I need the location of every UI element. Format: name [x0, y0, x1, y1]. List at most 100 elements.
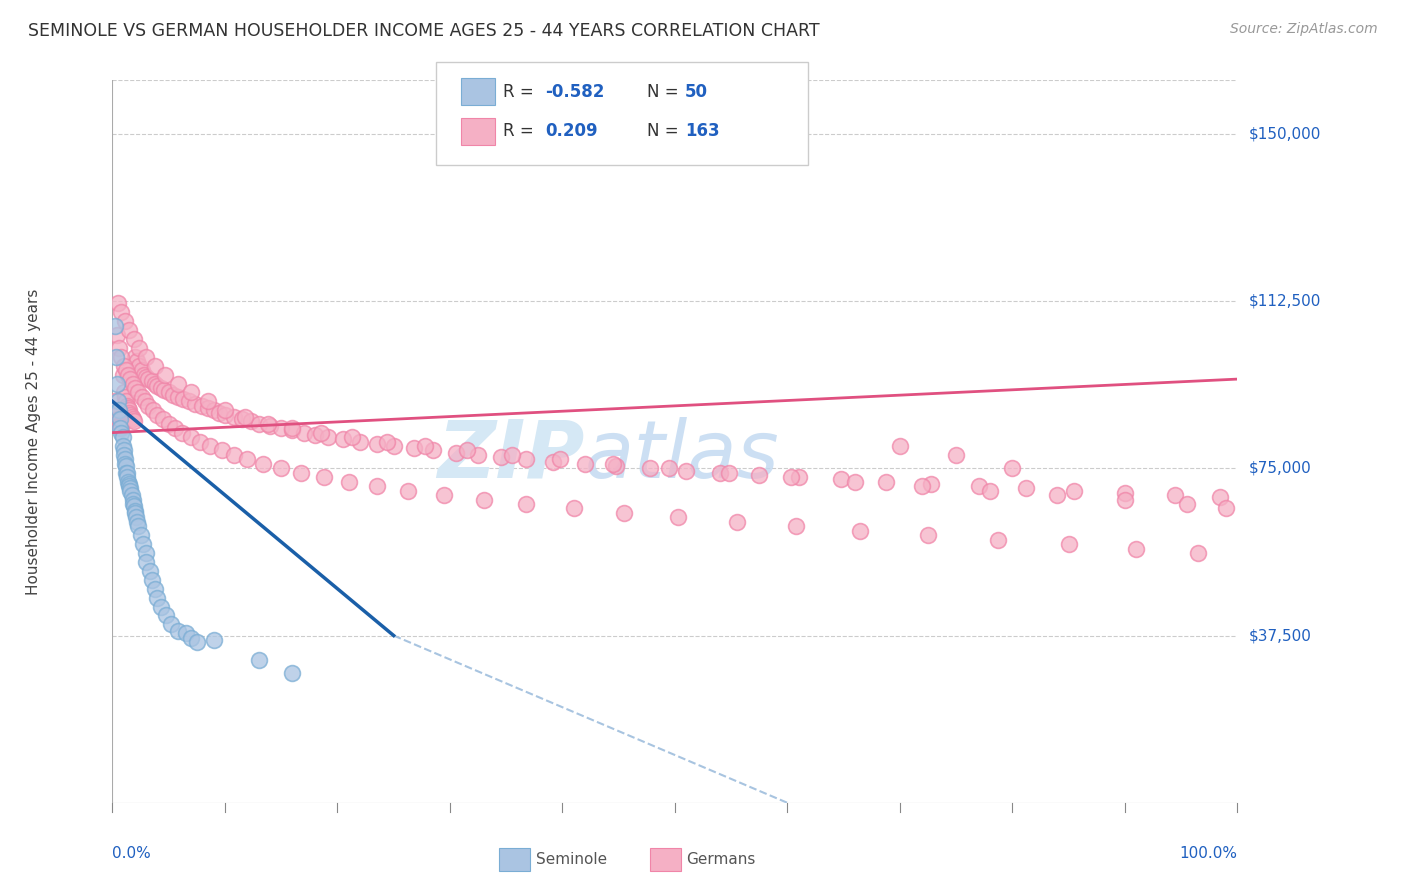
Point [239, 414, 262, 428]
Point [202, 633, 225, 648]
Point [124, 503, 146, 517]
Point [114, 452, 136, 467]
Point [602, 457, 624, 471]
Point [118, 405, 141, 419]
Point [135, 555, 157, 569]
Point [967, 479, 990, 493]
Point [120, 483, 142, 498]
Text: $112,500: $112,500 [1249, 293, 1320, 309]
Point [124, 506, 146, 520]
Point [917, 528, 939, 542]
Point [128, 359, 150, 373]
Point [191, 399, 214, 413]
Point [366, 479, 388, 493]
Point [208, 405, 231, 419]
Point [259, 418, 281, 433]
Point [110, 421, 132, 435]
Point [132, 368, 155, 382]
Point [131, 363, 153, 377]
Point [112, 443, 135, 458]
Point [366, 436, 388, 450]
Point [115, 470, 138, 484]
Point [104, 350, 127, 364]
Point [129, 528, 152, 542]
Point [122, 414, 145, 428]
Point [114, 390, 136, 404]
Point [122, 500, 145, 514]
Point [115, 458, 138, 473]
Point [270, 461, 292, 475]
Point [174, 626, 197, 640]
Point [717, 466, 740, 480]
Point [231, 412, 253, 426]
Point [115, 466, 138, 480]
Point [456, 443, 478, 458]
Point [945, 448, 967, 462]
Point [166, 624, 188, 639]
Point [114, 457, 136, 471]
Point [180, 430, 202, 444]
Point [1063, 483, 1085, 498]
Point [110, 418, 132, 433]
Point [134, 394, 156, 409]
Point [180, 631, 202, 645]
Point [108, 403, 131, 417]
Point [675, 464, 697, 478]
Text: Source: ZipAtlas.com: Source: ZipAtlas.com [1230, 22, 1378, 37]
Point [110, 350, 132, 364]
Point [121, 488, 143, 502]
Point [107, 296, 129, 310]
Point [111, 439, 134, 453]
Point [153, 384, 176, 398]
Point [108, 414, 131, 428]
Point [318, 430, 340, 444]
Point [155, 368, 177, 382]
Point [117, 401, 139, 416]
Point [233, 410, 256, 425]
Point [200, 439, 222, 453]
Point [172, 425, 194, 440]
Point [160, 617, 183, 632]
Point [875, 475, 897, 489]
Point [124, 381, 146, 395]
Text: 100.0%: 100.0% [1180, 847, 1237, 861]
Point [118, 323, 141, 337]
Text: 0.209: 0.209 [546, 122, 598, 140]
Point [127, 519, 149, 533]
Point [141, 573, 163, 587]
Point [413, 439, 436, 453]
Point [149, 599, 172, 614]
Point [118, 403, 141, 417]
Point [1125, 541, 1147, 556]
Point [382, 439, 405, 453]
Point [110, 305, 132, 319]
Point [110, 412, 132, 426]
Point [127, 354, 149, 368]
Point [143, 376, 166, 391]
Point [889, 439, 911, 453]
Point [375, 434, 398, 449]
Point [135, 546, 157, 560]
Text: SEMINOLE VS GERMAN HOUSEHOLDER INCOME AGES 25 - 44 YEARS CORRELATION CHART: SEMINOLE VS GERMAN HOUSEHOLDER INCOME AG… [28, 22, 820, 40]
Point [112, 385, 135, 400]
Point [515, 452, 537, 467]
Point [166, 376, 188, 391]
Point [146, 378, 169, 392]
Point [108, 341, 131, 355]
Point [125, 510, 148, 524]
Point [548, 452, 571, 467]
Point [149, 381, 172, 395]
Point [402, 441, 425, 455]
Point [157, 417, 180, 431]
Point [115, 394, 138, 409]
Point [197, 401, 219, 416]
Point [987, 533, 1010, 547]
Point [562, 501, 585, 516]
Point [152, 412, 174, 426]
Text: Germans: Germans [686, 853, 755, 867]
Point [115, 399, 138, 413]
Text: 0.0%: 0.0% [112, 847, 152, 861]
Point [222, 448, 245, 462]
Point [117, 368, 139, 382]
Point [849, 524, 872, 538]
